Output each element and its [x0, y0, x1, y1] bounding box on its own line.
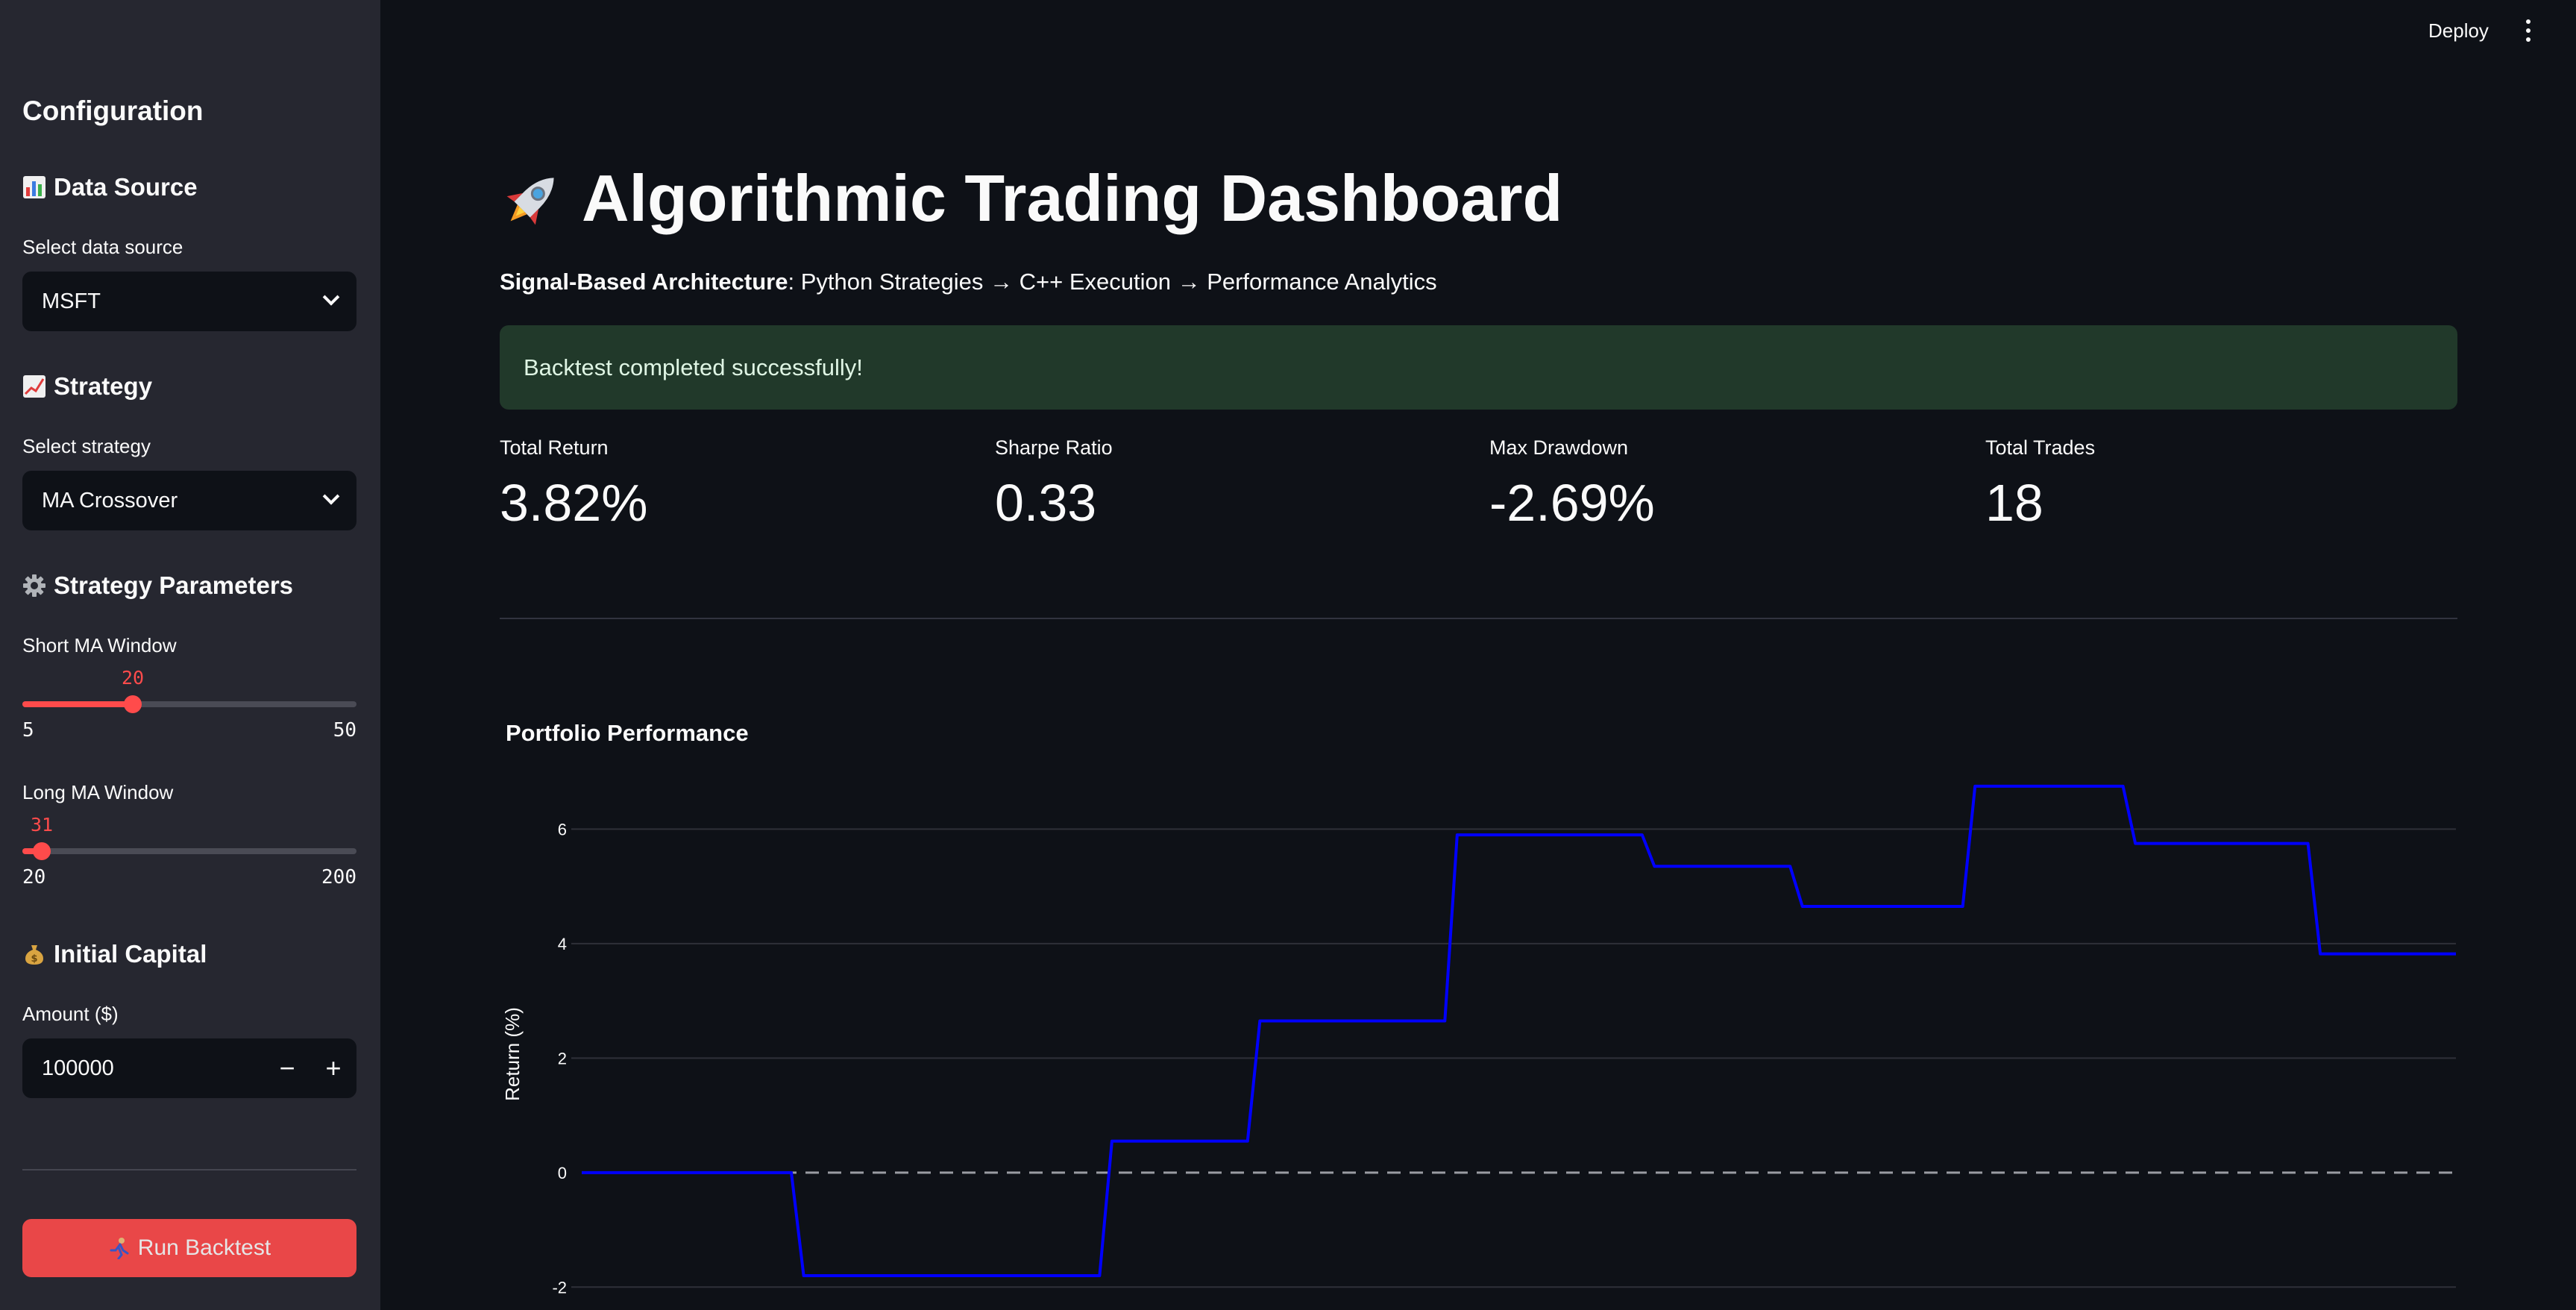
- data-source-label: Select data source: [22, 236, 183, 258]
- y-tick-label: 0: [558, 1164, 567, 1182]
- y-tick-labels: -2 0 2 4 6: [552, 820, 567, 1297]
- portfolio-performance-chart: -2 0 2 4 6 Return (%): [501, 784, 2456, 1297]
- chevron-down-icon: [322, 488, 340, 505]
- metric-max-drawdown: Max Drawdown -2.69%: [1489, 436, 1655, 533]
- y-tick-label: -2: [552, 1278, 567, 1297]
- data-source-title: Data Source: [54, 173, 198, 201]
- strategy-label: Select strategy: [22, 435, 151, 457]
- slider-fill: [22, 848, 42, 854]
- amount-label: Amount ($): [22, 1003, 119, 1025]
- y-tick-label: 2: [558, 1049, 567, 1068]
- slider-thumb[interactable]: [124, 695, 142, 713]
- bar-chart-icon: [22, 175, 46, 199]
- strategy-value: MA Crossover: [42, 488, 178, 513]
- subtitle-rest: : Python Strategies → C++ Execution → Pe…: [788, 269, 1437, 295]
- metric-label: Total Trades: [1985, 436, 2096, 459]
- metric-value: 3.82%: [500, 474, 648, 532]
- amount-input[interactable]: 100000 − +: [22, 1038, 356, 1098]
- metric-total-trades: Total Trades 18: [1985, 436, 2095, 533]
- run-backtest-button[interactable]: Run Backtest: [22, 1219, 356, 1277]
- section-divider: [500, 618, 2457, 619]
- data-source-value: MSFT: [42, 289, 101, 313]
- slider-max: 50: [333, 719, 356, 742]
- increment-button[interactable]: +: [325, 1053, 342, 1083]
- initial-capital-heading: $ Initial Capital: [22, 940, 207, 968]
- chart-increasing-icon: [22, 374, 46, 398]
- deploy-button[interactable]: Deploy: [2428, 19, 2489, 42]
- strategy-heading: Strategy: [22, 372, 152, 401]
- gear-icon: [22, 574, 46, 598]
- decrement-button[interactable]: −: [279, 1053, 295, 1083]
- kebab-menu-icon[interactable]: [2524, 19, 2533, 42]
- slider-value: 31: [30, 814, 54, 836]
- y-tick-label: 4: [558, 935, 567, 953]
- y-tick-label: 6: [558, 820, 567, 839]
- metric-value: -2.69%: [1489, 474, 1655, 532]
- chart-title: Portfolio Performance: [506, 720, 749, 746]
- strategy-select[interactable]: MA Crossover: [22, 471, 356, 530]
- slider-min: 5: [22, 719, 34, 742]
- sidebar: Configuration Data Source Select data so…: [0, 0, 380, 1310]
- metric-sharpe-ratio: Sharpe Ratio 0.33: [995, 436, 1113, 533]
- chart-series: [582, 784, 2456, 1277]
- long-ma-label: Long MA Window: [22, 781, 174, 803]
- success-alert: Backtest completed successfully!: [500, 325, 2457, 410]
- money-bag-icon: $: [22, 942, 46, 966]
- amount-value[interactable]: 100000: [42, 1056, 114, 1080]
- chart-grid: [571, 828, 2456, 1288]
- page-title: Algorithmic Trading Dashboard: [500, 160, 1562, 236]
- success-message: Backtest completed successfully!: [524, 354, 863, 380]
- metric-value: 18: [1985, 474, 2043, 532]
- subtitle-bold: Signal-Based Architecture: [500, 269, 788, 295]
- short-ma-slider[interactable]: 20 5 50: [22, 667, 356, 742]
- long-ma-slider[interactable]: 31 20 200: [22, 814, 356, 889]
- series-line-0: [582, 784, 2456, 1277]
- sidebar-heading: Configuration: [22, 95, 204, 126]
- initial-capital-title: Initial Capital: [54, 940, 207, 968]
- y-axis-label: Return (%): [501, 1007, 524, 1101]
- metric-label: Total Return: [500, 436, 609, 459]
- slider-fill: [22, 701, 133, 707]
- short-ma-label: Short MA Window: [22, 634, 177, 656]
- slider-track: [22, 701, 356, 707]
- slider-min: 20: [22, 866, 46, 889]
- strategy-parameters-title: Strategy Parameters: [54, 571, 294, 599]
- strategy-parameters-heading: Strategy Parameters: [22, 571, 293, 600]
- slider-max: 200: [321, 866, 356, 889]
- sidebar-divider: [22, 1169, 356, 1170]
- chevron-down-icon: [322, 289, 340, 306]
- metric-label: Sharpe Ratio: [995, 436, 1113, 459]
- metric-value: 0.33: [995, 474, 1097, 532]
- slider-track: [22, 848, 356, 854]
- metric-total-return: Total Return 3.82%: [500, 436, 647, 533]
- svg-text:$: $: [31, 953, 37, 965]
- strategy-title: Strategy: [54, 372, 153, 400]
- slider-value: 20: [121, 667, 145, 689]
- run-backtest-label: Run Backtest: [137, 1235, 271, 1260]
- subtitle: Signal-Based Architecture: Python Strate…: [500, 269, 1437, 295]
- slider-thumb[interactable]: [33, 842, 51, 860]
- metric-label: Max Drawdown: [1489, 436, 1629, 459]
- data-source-heading: Data Source: [22, 173, 198, 201]
- rocket-icon: [500, 165, 567, 232]
- runner-icon: [108, 1237, 131, 1260]
- data-source-select[interactable]: MSFT: [22, 272, 356, 331]
- title-text: Algorithmic Trading Dashboard: [582, 161, 1563, 235]
